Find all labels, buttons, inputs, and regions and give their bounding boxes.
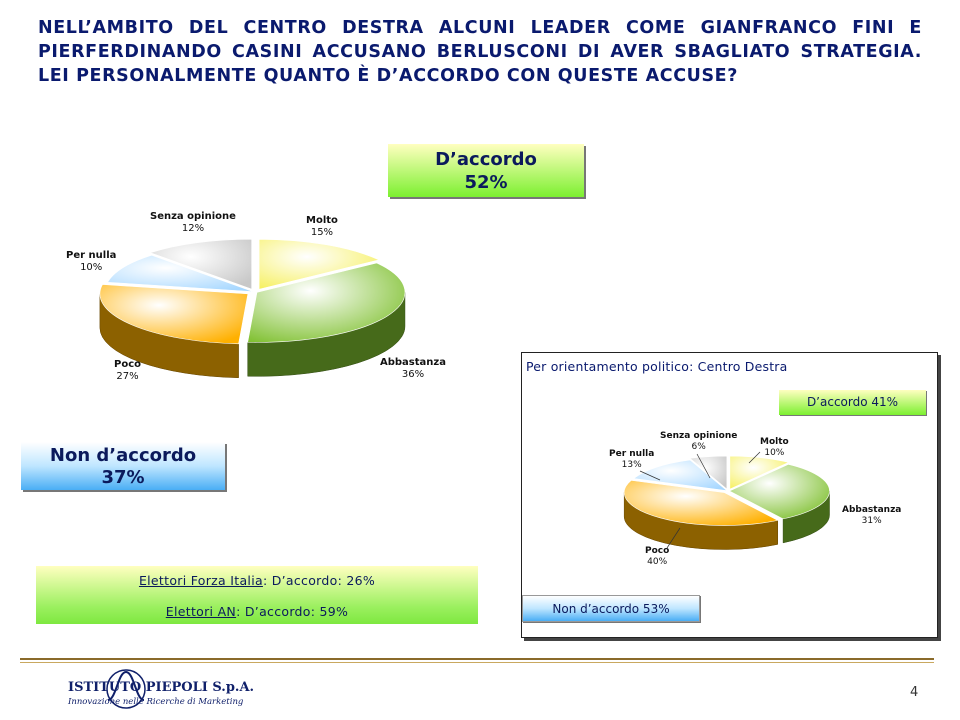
panel-leader-line-1 [748, 451, 761, 464]
panel-label-molto: Molto 10% [760, 437, 789, 459]
panel-leader-line-2 [639, 470, 661, 481]
footer-divider [20, 658, 934, 660]
voters-an: Elettori AN: D’accordo: 59% [36, 604, 478, 619]
main-label-molto: Molto 15% [306, 215, 338, 239]
panel-slice-senza-opinione [689, 455, 728, 490]
voters-breakdown-box: Elettori Forza Italia: D’accordo: 26% El… [36, 566, 478, 624]
piepoli-logo-icon [106, 669, 146, 709]
page-title: NELL’AMBITO DEL CENTRO DESTRA ALCUNI LEA… [38, 18, 922, 86]
panel-label-per-nulla: Per nulla 13% [609, 449, 654, 471]
main-label-abbastanza: Abbastanza 36% [380, 357, 446, 381]
main-cat-per-nulla: Per nulla [66, 250, 117, 261]
panel-title: Per orientamento politico: Centro Destra [526, 359, 788, 374]
main-cat-senza-opinione: Senza opinione [150, 211, 236, 222]
main-pct-senza-opinione: 12% [181, 223, 205, 234]
voters-an-group: Elettori AN [165, 604, 237, 619]
main-slice-per-nulla [107, 254, 254, 292]
panel-slice-molto [729, 455, 790, 490]
panel-label-senza-opinione: Senza opinione 6% [660, 431, 737, 453]
main-pct-per-nulla: 10% [80, 262, 103, 273]
voters-an-value: : D’accordo: 59% [236, 604, 349, 619]
panel-pct-poco: 40% [647, 557, 668, 567]
main-slice-abbastanza [247, 262, 406, 343]
disagree-summary-value: 37% [101, 467, 145, 488]
panel-slice-poco [623, 480, 779, 526]
agree-summary-box: D’accordo 52% [388, 144, 584, 197]
panel-slice-abbastanza [728, 464, 830, 520]
voters-forza-italia: Elettori Forza Italia: D’accordo: 26% [36, 573, 478, 588]
panel-cat-senza-opinione: Senza opinione [660, 431, 738, 441]
panel-cat-poco: Poco [645, 546, 670, 556]
panel-label-abbastanza: Abbastanza 31% [842, 505, 901, 527]
main-label-poco: Poco 27% [114, 359, 141, 383]
panel-agree-box: D’accordo 41% [779, 390, 926, 415]
panel-pct-per-nulla: 13% [621, 460, 642, 470]
panel-cat-molto: Molto [760, 437, 789, 447]
main-cat-abbastanza: Abbastanza [380, 357, 446, 368]
company-tagline: Innovazione nelle Ricerche di Marketing [68, 697, 244, 707]
disagree-summary-box: Non d’accordo 37% [21, 442, 225, 490]
main-label-senza-opinione: Senza opinione 12% [150, 211, 236, 235]
voters-forza-italia-group: Elettori Forza Italia [138, 573, 263, 588]
panel-disagree-box: Non d’accordo 53% [522, 595, 700, 622]
panel-pct-molto: 10% [764, 448, 785, 458]
disagree-summary-label: Non d’accordo [49, 445, 197, 466]
panel-leader-line-0 [696, 453, 711, 479]
main-cat-molto: Molto [306, 215, 338, 226]
panel-label-poco: Poco 40% [645, 546, 669, 568]
main-slice-senza-opinione [149, 238, 252, 290]
agree-summary-value: 52% [464, 172, 508, 193]
main-pct-molto: 15% [310, 227, 334, 238]
voters-forza-italia-value: : D’accordo: 26% [262, 573, 376, 588]
company-name: ISTITUTO PIEPOLI S.p.A. [68, 680, 255, 695]
main-slice-poco [99, 284, 249, 345]
agree-summary-label: D’accordo [435, 149, 537, 170]
panel-leader-line-3 [666, 527, 681, 549]
panel-slice-per-nulla [633, 459, 728, 492]
main-label-per-nulla: Per nulla 10% [66, 250, 116, 274]
main-pct-poco: 27% [116, 371, 139, 382]
panel-cat-abbastanza: Abbastanza [842, 505, 902, 515]
main-cat-poco: Poco [114, 359, 141, 370]
panel-pct-abbastanza: 31% [861, 516, 882, 526]
main-pct-abbastanza: 36% [401, 369, 425, 380]
panel-pct-senza-opinione: 6% [691, 442, 706, 452]
footer-divider-thin [20, 662, 934, 663]
main-slice-molto [258, 238, 380, 290]
page-number: 4 [910, 685, 919, 700]
panel-cat-per-nulla: Per nulla [609, 449, 655, 459]
